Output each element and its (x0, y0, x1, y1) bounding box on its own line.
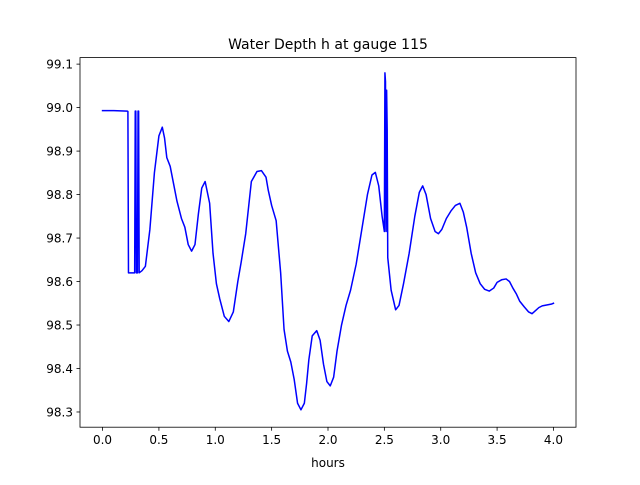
y-tick-label: 98.8 (46, 188, 73, 202)
x-tick-label: 3.0 (431, 433, 450, 447)
y-tick-label: 99.1 (46, 57, 73, 71)
y-axis-ticks: 98.3 98.4 98.5 98.6 98.7 98.8 98.9 99.0 99.1 (46, 57, 80, 419)
plot-frame (79, 57, 577, 428)
y-tick-label: 98.3 (46, 405, 73, 419)
y-tick-label: 98.6 (46, 275, 73, 289)
y-tick-label: 99.0 (46, 101, 73, 115)
x-tick-label: 4.0 (544, 433, 563, 447)
plot-area (80, 57, 576, 428)
x-tick-label: 2.0 (318, 433, 337, 447)
y-tick-label: 98.4 (46, 362, 73, 376)
x-tick-label: 0.0 (93, 433, 112, 447)
chart-title: Water Depth h at gauge 115 (228, 37, 428, 53)
x-tick-label: 0.5 (149, 433, 168, 447)
y-tick-label: 98.9 (46, 144, 73, 158)
y-tick-label: 98.5 (46, 318, 73, 332)
y-tick-label: 98.7 (46, 231, 73, 245)
x-axis-label: hours (311, 456, 345, 470)
x-tick-label: 1.5 (262, 433, 281, 447)
x-tick-label: 3.5 (488, 433, 507, 447)
x-tick-label: 1.0 (206, 433, 225, 447)
series-line-water-depth (101, 72, 555, 411)
x-tick-label: 2.5 (375, 433, 394, 447)
x-axis-ticks: 0.0 0.5 1.0 1.5 2.0 2.5 3.0 3.5 4.0 (93, 427, 563, 447)
